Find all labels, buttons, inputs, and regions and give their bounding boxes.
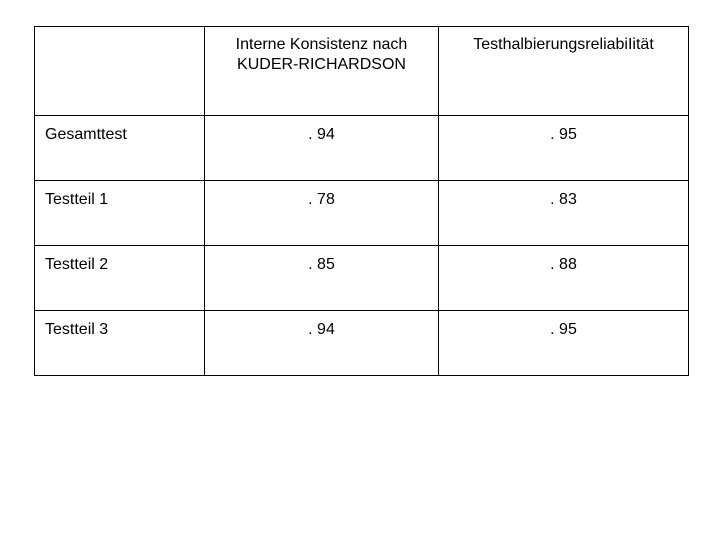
header-blank bbox=[35, 27, 205, 116]
reliability-table: Interne Konsistenz nach KUDER-RICHARDSON… bbox=[34, 26, 689, 376]
header-col-1-line2: KUDER-RICHARDSON bbox=[215, 55, 428, 75]
table-row: Gesamttest . 94 . 95 bbox=[35, 116, 689, 181]
row-label: Testteil 2 bbox=[35, 246, 205, 311]
table-row: Testteil 3 . 94 . 95 bbox=[35, 311, 689, 376]
row-val-1: . 94 bbox=[205, 311, 439, 376]
row-val-2: . 95 bbox=[439, 116, 689, 181]
row-val-1: . 85 bbox=[205, 246, 439, 311]
row-label: Testteil 1 bbox=[35, 181, 205, 246]
table-container: Interne Konsistenz nach KUDER-RICHARDSON… bbox=[0, 0, 720, 402]
table-row: Testteil 1 . 78 . 83 bbox=[35, 181, 689, 246]
header-col-2: TesthalbierungsreliabiIität bbox=[439, 27, 689, 116]
header-col-2-line1: TesthalbierungsreliabiIität bbox=[449, 35, 678, 55]
row-val-1: . 94 bbox=[205, 116, 439, 181]
table-row: Testteil 2 . 85 . 88 bbox=[35, 246, 689, 311]
row-val-1: . 78 bbox=[205, 181, 439, 246]
header-col-1-line1: Interne Konsistenz nach bbox=[215, 35, 428, 55]
header-row: Interne Konsistenz nach KUDER-RICHARDSON… bbox=[35, 27, 689, 116]
row-label: Gesamttest bbox=[35, 116, 205, 181]
row-val-2: . 95 bbox=[439, 311, 689, 376]
row-label: Testteil 3 bbox=[35, 311, 205, 376]
row-val-2: . 88 bbox=[439, 246, 689, 311]
header-col-1: Interne Konsistenz nach KUDER-RICHARDSON bbox=[205, 27, 439, 116]
row-val-2: . 83 bbox=[439, 181, 689, 246]
